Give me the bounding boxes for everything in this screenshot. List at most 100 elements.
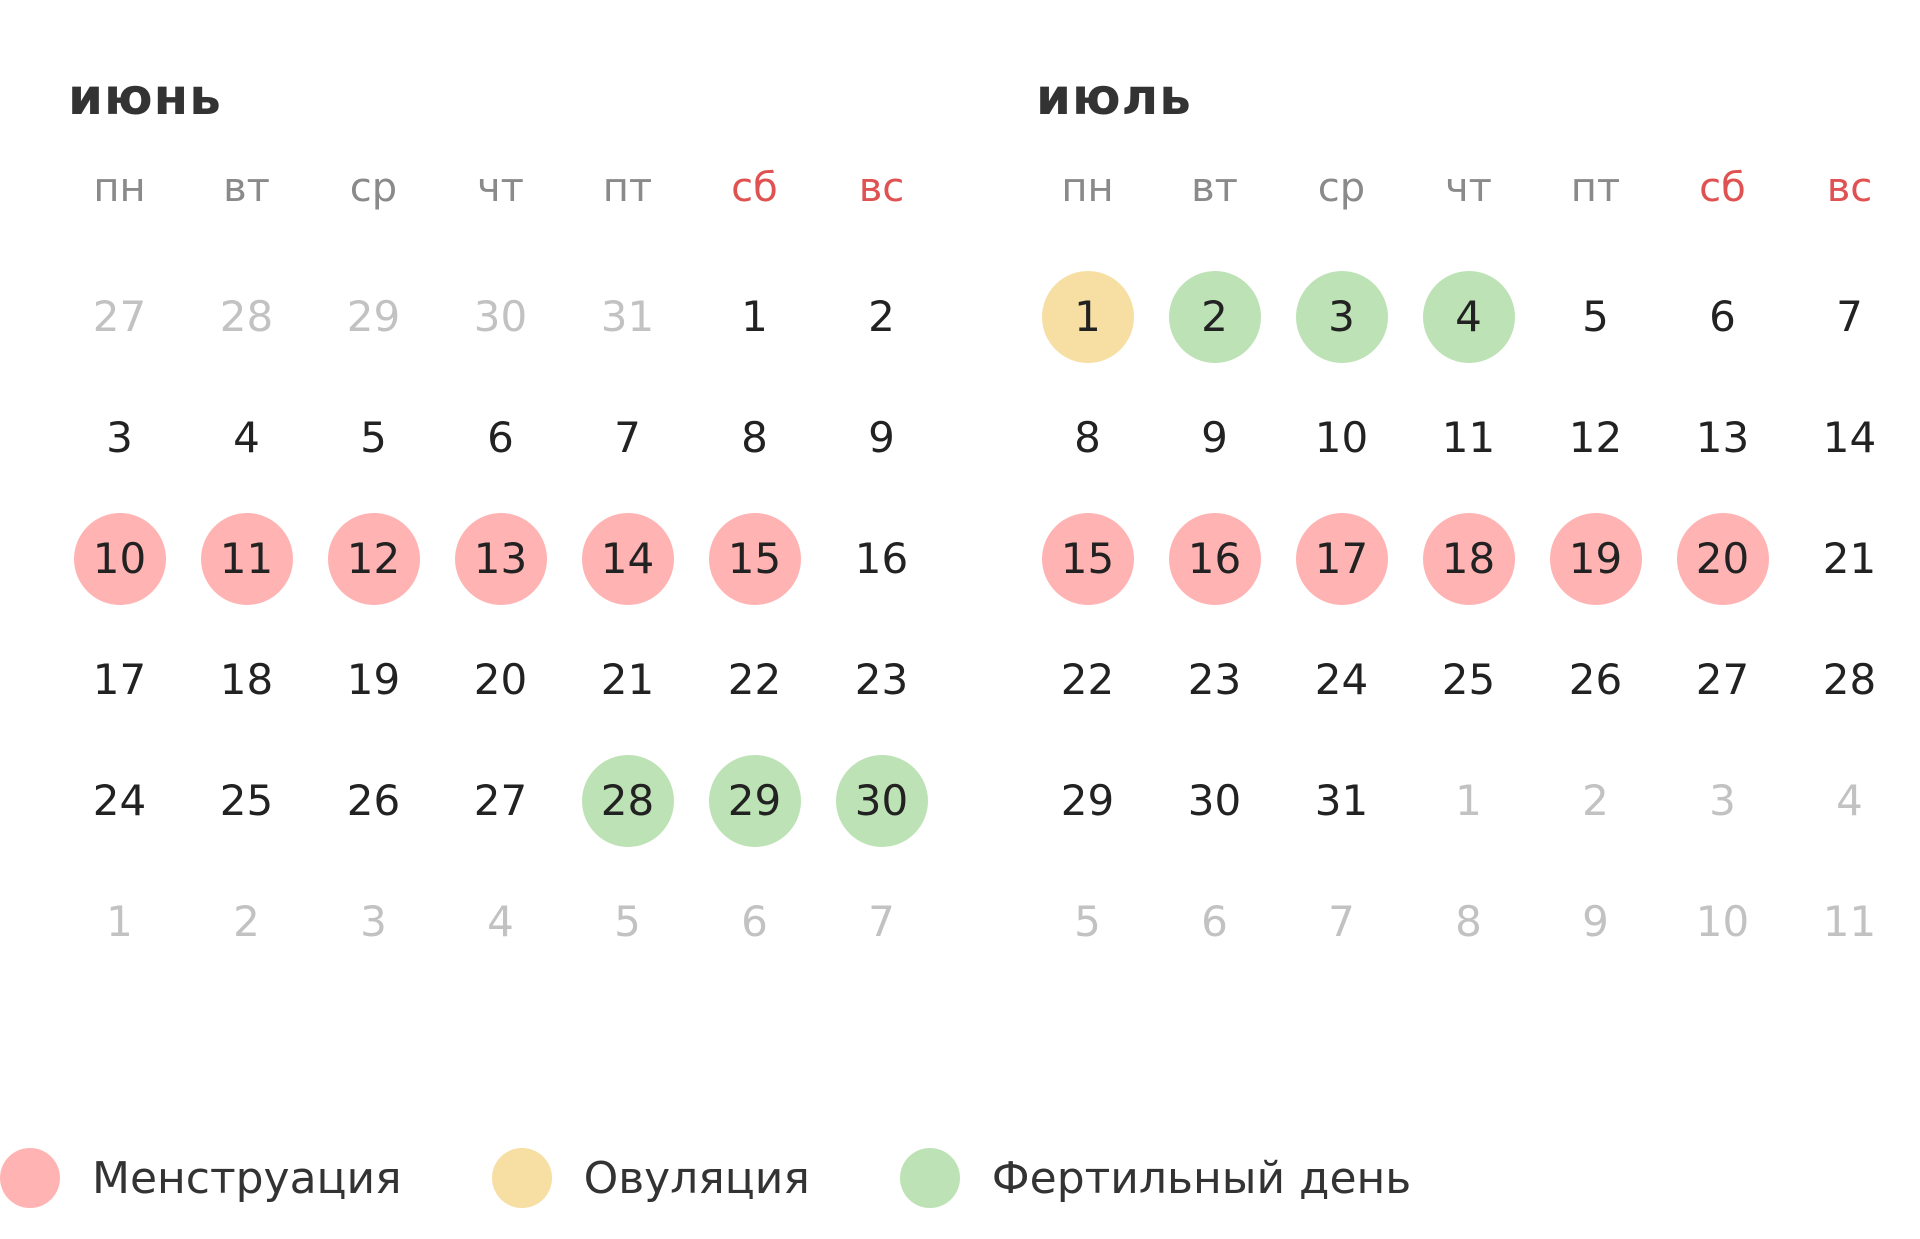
day-cell[interactable]: 22 xyxy=(691,619,818,740)
day-number: 7 xyxy=(1328,897,1355,946)
day-cell[interactable]: 8 xyxy=(691,377,818,498)
legend-dot-icon xyxy=(491,1148,552,1208)
day-cell-other-month[interactable]: 6 xyxy=(1151,861,1278,982)
day-cell[interactable]: 24 xyxy=(1278,619,1405,740)
day-cell-other-month[interactable]: 2 xyxy=(183,861,310,982)
day-cell[interactable]: 9 xyxy=(1151,377,1278,498)
day-cell[interactable]: 14 xyxy=(1786,377,1913,498)
day-cell[interactable]: 27 xyxy=(1659,619,1786,740)
day-cell-other-month[interactable]: 5 xyxy=(1024,861,1151,982)
day-cell-menstruation[interactable]: 10 xyxy=(56,498,183,619)
day-cell-other-month[interactable]: 8 xyxy=(1405,861,1532,982)
legend-dot-icon xyxy=(0,1148,60,1208)
day-cell[interactable]: 13 xyxy=(1659,377,1786,498)
day-number: 5 xyxy=(1582,292,1609,341)
day-cell-menstruation[interactable]: 12 xyxy=(310,498,437,619)
day-cell-fertile[interactable]: 29 xyxy=(691,740,818,861)
day-cell[interactable]: 28 xyxy=(1786,619,1913,740)
day-cell-menstruation[interactable]: 11 xyxy=(183,498,310,619)
day-cell[interactable]: 23 xyxy=(1151,619,1278,740)
day-cell[interactable]: 21 xyxy=(564,619,691,740)
day-cell-menstruation[interactable]: 16 xyxy=(1151,498,1278,619)
day-cell[interactable]: 7 xyxy=(564,377,691,498)
day-cell[interactable]: 31 xyxy=(1278,740,1405,861)
day-cell-other-month[interactable]: 5 xyxy=(564,861,691,982)
day-cell-menstruation[interactable]: 15 xyxy=(1024,498,1151,619)
day-cell-fertile[interactable]: 2 xyxy=(1151,256,1278,377)
day-number: 16 xyxy=(854,534,909,583)
day-cell[interactable]: 5 xyxy=(1532,256,1659,377)
day-cell[interactable]: 1 xyxy=(691,256,818,377)
day-cell[interactable]: 26 xyxy=(1532,619,1659,740)
day-cell[interactable]: 26 xyxy=(310,740,437,861)
day-cell-menstruation[interactable]: 13 xyxy=(437,498,564,619)
day-cell-other-month[interactable]: 9 xyxy=(1532,861,1659,982)
day-cell-other-month[interactable]: 7 xyxy=(818,861,945,982)
day-number: 2 xyxy=(1582,776,1609,825)
day-cell-other-month[interactable]: 27 xyxy=(56,256,183,377)
day-number: 2 xyxy=(233,897,260,946)
day-cell[interactable]: 11 xyxy=(1405,377,1532,498)
day-cell-other-month[interactable]: 3 xyxy=(310,861,437,982)
day-number: 18 xyxy=(219,655,274,704)
day-cell[interactable]: 3 xyxy=(56,377,183,498)
day-cell[interactable]: 10 xyxy=(1278,377,1405,498)
day-cell[interactable]: 24 xyxy=(56,740,183,861)
day-cell-other-month[interactable]: 2 xyxy=(1532,740,1659,861)
day-cell-other-month[interactable]: 28 xyxy=(183,256,310,377)
day-cell-other-month[interactable]: 4 xyxy=(437,861,564,982)
day-cell[interactable]: 19 xyxy=(310,619,437,740)
day-number: 30 xyxy=(835,754,928,847)
day-cell[interactable]: 12 xyxy=(1532,377,1659,498)
day-cell-other-month[interactable]: 29 xyxy=(310,256,437,377)
day-cell[interactable]: 6 xyxy=(437,377,564,498)
day-cell[interactable]: 2 xyxy=(818,256,945,377)
day-cell[interactable]: 16 xyxy=(818,498,945,619)
day-cell-menstruation[interactable]: 20 xyxy=(1659,498,1786,619)
day-cell-other-month[interactable]: 11 xyxy=(1786,861,1913,982)
day-number: 11 xyxy=(200,512,293,605)
day-cell-menstruation[interactable]: 15 xyxy=(691,498,818,619)
day-cell[interactable]: 23 xyxy=(818,619,945,740)
day-cell-fertile[interactable]: 28 xyxy=(564,740,691,861)
day-cell[interactable]: 25 xyxy=(183,740,310,861)
day-number: 5 xyxy=(360,413,387,462)
day-cell-other-month[interactable]: 30 xyxy=(437,256,564,377)
day-cell[interactable]: 25 xyxy=(1405,619,1532,740)
day-cell-other-month[interactable]: 4 xyxy=(1786,740,1913,861)
day-cell-other-month[interactable]: 6 xyxy=(691,861,818,982)
day-cell-menstruation[interactable]: 17 xyxy=(1278,498,1405,619)
day-cell[interactable]: 17 xyxy=(56,619,183,740)
day-cell[interactable]: 6 xyxy=(1659,256,1786,377)
weekday-label: сб xyxy=(1699,165,1746,211)
weekday-label: пт xyxy=(1570,165,1621,211)
day-cell[interactable]: 29 xyxy=(1024,740,1151,861)
day-cell-menstruation[interactable]: 14 xyxy=(564,498,691,619)
day-cell[interactable]: 8 xyxy=(1024,377,1151,498)
day-cell-menstruation[interactable]: 19 xyxy=(1532,498,1659,619)
day-cell-fertile[interactable]: 3 xyxy=(1278,256,1405,377)
day-cell[interactable]: 30 xyxy=(1151,740,1278,861)
days-grid: 27 28 29 30 31 1 2 3 4 5 6 7 8 9 10 11 12 13 14 15 16 17 18 19 2… xyxy=(56,256,945,982)
day-cell-fertile[interactable]: 4 xyxy=(1405,256,1532,377)
day-cell-other-month[interactable]: 10 xyxy=(1659,861,1786,982)
day-cell-other-month[interactable]: 31 xyxy=(564,256,691,377)
day-cell-other-month[interactable]: 1 xyxy=(1405,740,1532,861)
day-cell[interactable]: 21 xyxy=(1786,498,1913,619)
day-cell-other-month[interactable]: 1 xyxy=(56,861,183,982)
day-cell[interactable]: 20 xyxy=(437,619,564,740)
day-cell[interactable]: 4 xyxy=(183,377,310,498)
day-cell[interactable]: 9 xyxy=(818,377,945,498)
day-cell-other-month[interactable]: 3 xyxy=(1659,740,1786,861)
day-cell[interactable]: 7 xyxy=(1786,256,1913,377)
day-number: 6 xyxy=(741,897,768,946)
day-cell-other-month[interactable]: 7 xyxy=(1278,861,1405,982)
day-cell-fertile[interactable]: 30 xyxy=(818,740,945,861)
day-number: 27 xyxy=(92,292,147,341)
day-cell-menstruation[interactable]: 18 xyxy=(1405,498,1532,619)
day-cell[interactable]: 18 xyxy=(183,619,310,740)
day-cell[interactable]: 27 xyxy=(437,740,564,861)
day-cell[interactable]: 5 xyxy=(310,377,437,498)
day-cell-ovulation[interactable]: 1 xyxy=(1024,256,1151,377)
day-cell[interactable]: 22 xyxy=(1024,619,1151,740)
